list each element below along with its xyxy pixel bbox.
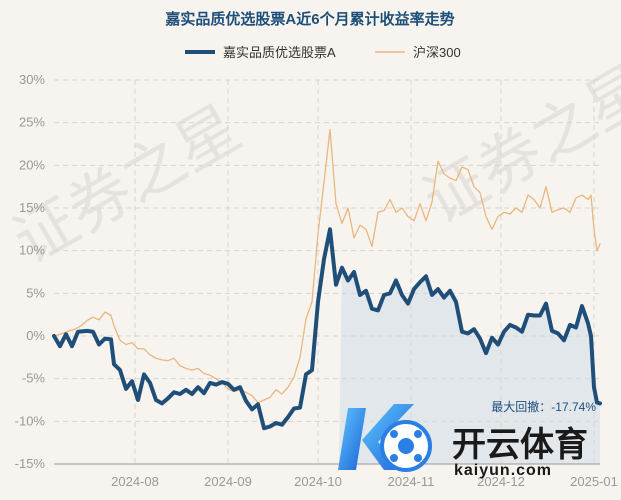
legend-label-fund: 嘉实品质优选股票A — [223, 45, 336, 60]
legend-label-index: 沪深300 — [413, 45, 461, 60]
legend: 嘉实品质优选股票A 沪深300 — [185, 45, 461, 60]
y-tick-label: 15% — [19, 200, 45, 215]
k-logo-icon — [338, 404, 432, 472]
x-tick-label: 2024-11 — [388, 474, 435, 489]
series-lines — [52, 128, 602, 431]
y-tick-label: -5% — [22, 371, 46, 386]
x-tick-label: 2025-01 — [570, 474, 618, 489]
brand-logo: 开云体育 kaiyun.com — [338, 404, 588, 479]
y-tick-labels: 30% 25% 20% 15% 10% 5% 0% -5% -10% -15% — [15, 72, 46, 471]
brand-domain: kaiyun.com — [454, 462, 552, 479]
series-line-index — [53, 128, 601, 404]
series-line-fund — [52, 227, 602, 431]
y-tick-label: 25% — [19, 115, 45, 130]
y-tick-label: 10% — [19, 243, 45, 258]
watermark-text-2: 证券之星 — [413, 53, 621, 237]
y-tick-label: -15% — [15, 456, 46, 471]
chart-title: 嘉实品质优选股票A近6个月累计收益率走势 — [164, 10, 454, 28]
y-tick-label: 30% — [19, 72, 45, 87]
x-tick-label: 2024-09 — [204, 474, 252, 489]
x-tick-labels: 2024-08 2024-09 2024-10 2024-11 2024-12 2025-… — [111, 474, 618, 489]
x-tick-label: 2024-08 — [111, 474, 159, 489]
x-tick-label: 2024-10 — [294, 474, 342, 489]
y-tick-label: -10% — [15, 413, 46, 428]
brand-name: 开云体育 — [452, 426, 588, 464]
max-drawdown-annotation: 最大回撤：-17.74% — [491, 399, 596, 414]
y-tick-label: 0% — [26, 328, 45, 343]
y-tick-label: 5% — [26, 285, 45, 300]
x-tick-label: 2024-12 — [477, 474, 525, 489]
y-tick-label: 20% — [19, 157, 45, 172]
watermark: 证券之星 证券之星 — [3, 53, 621, 277]
